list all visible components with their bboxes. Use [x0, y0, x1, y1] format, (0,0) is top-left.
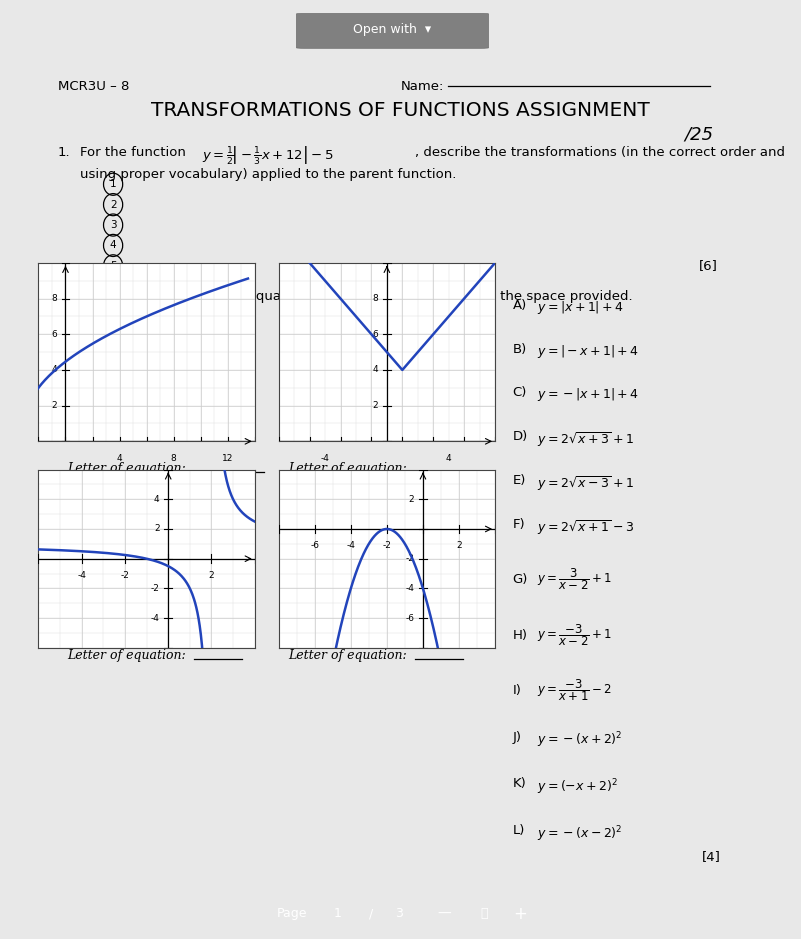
- Text: 2: 2: [409, 495, 414, 503]
- Text: 1.: 1.: [58, 146, 70, 159]
- Text: -2: -2: [405, 554, 414, 563]
- Text: H): H): [513, 629, 528, 641]
- Text: +: +: [513, 904, 527, 923]
- Text: 8: 8: [171, 454, 176, 463]
- Text: 3: 3: [395, 907, 403, 920]
- Text: $y=2\sqrt{x-3}+1$: $y=2\sqrt{x-3}+1$: [537, 474, 634, 493]
- Text: $y=-(x+2)^2$: $y=-(x+2)^2$: [537, 731, 622, 750]
- Text: 2: 2: [456, 542, 462, 550]
- Text: 1: 1: [334, 907, 342, 920]
- Text: $y=-|x+1|+4$: $y=-|x+1|+4$: [537, 386, 639, 403]
- Text: Name:: Name:: [400, 80, 444, 93]
- Text: [4]: [4]: [702, 850, 721, 863]
- Text: , describe the transformations (in the correct order and: , describe the transformations (in the c…: [415, 146, 785, 159]
- Text: 4: 4: [372, 365, 378, 375]
- Text: $y=|-x+1|+4$: $y=|-x+1|+4$: [537, 343, 639, 361]
- Text: Page: Page: [277, 907, 308, 920]
- Text: -2: -2: [382, 542, 392, 550]
- Text: 1: 1: [110, 179, 116, 190]
- Text: C): C): [513, 386, 527, 399]
- Text: -4: -4: [320, 454, 329, 463]
- Text: using proper vocabulary) applied to the parent function.: using proper vocabulary) applied to the …: [80, 168, 457, 181]
- Text: 4: 4: [110, 240, 116, 251]
- Text: -4: -4: [405, 584, 414, 593]
- Text: 4: 4: [51, 365, 57, 375]
- Text: -2: -2: [151, 584, 159, 593]
- Text: F): F): [513, 518, 525, 531]
- Text: 2: 2: [154, 525, 159, 533]
- Text: G): G): [513, 574, 528, 587]
- Text: /25: /25: [685, 126, 714, 144]
- Text: 4: 4: [117, 454, 123, 463]
- Text: 2: 2: [208, 571, 215, 580]
- FancyBboxPatch shape: [296, 13, 489, 48]
- Text: D): D): [513, 430, 528, 443]
- Text: LETTER: LETTER: [147, 290, 202, 303]
- Text: B): B): [513, 343, 527, 356]
- Text: 2: 2: [372, 401, 378, 410]
- Text: Letter of equation:: Letter of equation:: [67, 649, 186, 662]
- Text: [6]: [6]: [698, 259, 718, 272]
- Text: Open with  ▾: Open with ▾: [353, 23, 432, 36]
- Text: 2: 2: [51, 401, 57, 410]
- Text: L): L): [513, 824, 525, 838]
- Text: $y=2\sqrt{x+3}+1$: $y=2\sqrt{x+3}+1$: [537, 430, 634, 449]
- Text: $y=\dfrac{3}{x-2}+1$: $y=\dfrac{3}{x-2}+1$: [537, 566, 612, 593]
- Text: 4: 4: [446, 454, 452, 463]
- Text: 🔍: 🔍: [480, 907, 488, 920]
- Text: 5: 5: [110, 261, 116, 270]
- Text: 3: 3: [110, 220, 116, 230]
- Text: E): E): [513, 474, 526, 487]
- Text: Place the: Place the: [80, 290, 146, 303]
- Text: $y=\dfrac{-3}{x-2}+1$: $y=\dfrac{-3}{x-2}+1$: [537, 622, 612, 648]
- Text: Letter of equation:: Letter of equation:: [67, 462, 186, 475]
- Text: 12: 12: [222, 454, 233, 463]
- Text: 6: 6: [51, 330, 57, 339]
- Text: $y=\dfrac{-3}{x+1}-2$: $y=\dfrac{-3}{x+1}-2$: [537, 677, 612, 702]
- Text: $y=2\sqrt{x+1}-3$: $y=2\sqrt{x+1}-3$: [537, 518, 634, 537]
- Text: I): I): [513, 684, 521, 697]
- Text: $y=|x+1|+4$: $y=|x+1|+4$: [537, 299, 624, 316]
- Text: of the equation that matches each graph in the space provided.: of the equation that matches each graph …: [200, 290, 633, 303]
- Text: -6: -6: [405, 614, 414, 623]
- Text: 2.: 2.: [58, 290, 70, 303]
- Text: —: —: [437, 907, 451, 920]
- Text: -6: -6: [310, 542, 320, 550]
- Text: K): K): [513, 777, 526, 791]
- Text: $y=(-x+2)^2$: $y=(-x+2)^2$: [537, 777, 618, 797]
- Text: /: /: [369, 907, 373, 920]
- Text: $y = \frac{1}{2}\!\left|-\frac{1}{3}x+12\right|-5$: $y = \frac{1}{2}\!\left|-\frac{1}{3}x+12…: [202, 145, 333, 166]
- Text: $y=-(x-2)^2$: $y=-(x-2)^2$: [537, 824, 622, 844]
- Text: J): J): [513, 731, 521, 744]
- Text: Letter of equation:: Letter of equation:: [288, 462, 407, 475]
- Text: MCR3U – 8: MCR3U – 8: [58, 80, 129, 93]
- Text: 8: 8: [51, 294, 57, 303]
- Text: -2: -2: [120, 571, 130, 580]
- Text: -4: -4: [151, 614, 159, 623]
- Text: Letter of equation:: Letter of equation:: [288, 649, 407, 662]
- Text: 6: 6: [372, 330, 378, 339]
- Text: 4: 4: [154, 495, 159, 503]
- Text: TRANSFORMATIONS OF FUNCTIONS ASSIGNMENT: TRANSFORMATIONS OF FUNCTIONS ASSIGNMENT: [151, 101, 650, 120]
- Text: For the function: For the function: [80, 146, 186, 159]
- Text: -4: -4: [346, 542, 356, 550]
- Text: -4: -4: [77, 571, 87, 580]
- Text: A): A): [513, 299, 527, 312]
- Text: 2: 2: [110, 200, 116, 209]
- Text: 8: 8: [372, 294, 378, 303]
